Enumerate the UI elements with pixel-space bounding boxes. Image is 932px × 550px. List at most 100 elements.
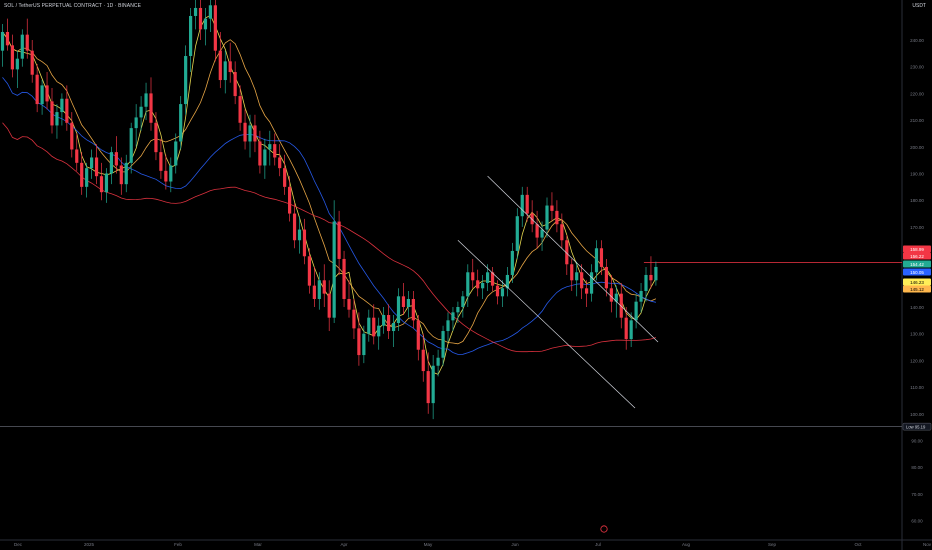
- candle-body: [45, 85, 49, 102]
- candle-body: [5, 31, 10, 46]
- candle-body: [520, 194, 524, 217]
- price-tag-label: 154.42: [910, 262, 924, 267]
- candle-body: [243, 122, 247, 142]
- price-tick-label: 220.00: [910, 91, 924, 96]
- candle-body: [233, 72, 237, 97]
- candle-body: [50, 101, 54, 126]
- candle-body: [396, 296, 401, 324]
- candle-body: [382, 315, 386, 326]
- candle-body: [15, 58, 19, 70]
- candle-body: [416, 320, 420, 350]
- candle-body: [540, 229, 544, 238]
- channel-lower-line[interactable]: [457, 239, 636, 409]
- candle-body: [248, 125, 252, 142]
- price-tick-label: 210.00: [910, 118, 924, 123]
- time-tick-label: Sep: [768, 542, 777, 547]
- candle-body: [391, 323, 396, 332]
- candle-body: [456, 307, 460, 313]
- candle-body: [446, 320, 450, 332]
- chart-title: SOL / TetherUS PERPETUAL CONTRACT · 1D ·…: [4, 3, 142, 9]
- price-tag: [903, 245, 931, 253]
- price-tick-label: 60.00: [911, 519, 923, 524]
- candle-body: [85, 168, 89, 187]
- candle-body: [278, 157, 282, 169]
- candle-body: [263, 149, 267, 166]
- candle-body: [189, 15, 193, 57]
- candle-body: [565, 240, 569, 265]
- candle-body: [223, 61, 227, 81]
- candle-body: [124, 162, 128, 185]
- candle-body: [535, 224, 539, 238]
- candle-body: [451, 312, 455, 321]
- price-tick-label: 170.00: [910, 225, 924, 230]
- candle-body: [585, 288, 589, 294]
- candle-body: [352, 309, 356, 329]
- time-tick-label: Mar: [254, 542, 262, 547]
- candle-body: [560, 224, 564, 241]
- candle-body: [619, 293, 623, 318]
- candle-body: [347, 298, 351, 310]
- price-tick-label: 120.00: [910, 358, 924, 363]
- candle-body: [495, 285, 500, 297]
- candle-body: [288, 186, 292, 214]
- price-tag: [903, 260, 931, 268]
- candle-body: [555, 210, 559, 225]
- candle-body: [634, 301, 638, 321]
- candle-body: [342, 258, 346, 299]
- price-tick-label: 180.00: [910, 198, 924, 203]
- candle-body: [644, 274, 648, 291]
- candle-body: [109, 152, 113, 174]
- candle-body: [327, 293, 331, 318]
- moving-average-line: [2, 122, 657, 353]
- low-tag-label: Low 95.19: [906, 424, 926, 429]
- candle-body: [317, 280, 321, 299]
- channel-upper-line[interactable]: [487, 175, 659, 343]
- time-tick-label: Jun: [511, 542, 519, 547]
- price-tick-label: 190.00: [910, 172, 924, 177]
- candle-body: [297, 229, 302, 241]
- price-tick-label: 140.00: [910, 305, 924, 310]
- currency-label[interactable]: USDT: [912, 3, 926, 9]
- candle-body: [515, 216, 519, 251]
- candle-body: [55, 112, 59, 126]
- price-tag: [903, 278, 931, 286]
- candle-body: [312, 285, 316, 299]
- candle-body: [570, 264, 574, 281]
- candle-body: [30, 50, 34, 75]
- time-tick-label: Oct: [854, 542, 862, 547]
- price-tick-label: 200.00: [910, 145, 924, 150]
- candle-body: [322, 280, 326, 294]
- candle-body: [411, 298, 415, 321]
- candle-body: [461, 296, 465, 307]
- price-tick-label: 230.00: [910, 65, 924, 70]
- candle-body: [144, 93, 148, 107]
- candle-body: [362, 333, 366, 356]
- candle-body: [139, 106, 143, 118]
- candle-body: [99, 176, 104, 193]
- candle-body: [169, 165, 173, 182]
- candle-body: [149, 93, 153, 123]
- candle-body: [203, 18, 208, 30]
- candle-body: [70, 122, 74, 150]
- candle-body: [218, 50, 222, 81]
- candle-body: [253, 125, 257, 142]
- candle-body: [337, 221, 341, 259]
- candle-body: [599, 248, 604, 267]
- time-tick-label: Apr: [340, 542, 348, 547]
- candle-body: [426, 371, 430, 404]
- candle-body: [80, 162, 84, 187]
- candle-body: [466, 272, 470, 297]
- candle-body: [20, 34, 24, 59]
- event-marker-icon[interactable]: [600, 525, 608, 533]
- candle-body: [530, 213, 534, 225]
- price-tick-label: 110.00: [910, 385, 924, 390]
- candle-body: [332, 221, 336, 318]
- candle-body: [90, 157, 94, 169]
- price-tick-label: 90.00: [911, 439, 923, 444]
- candle-body: [604, 266, 608, 289]
- price-tag-label: 156.22: [910, 254, 924, 259]
- candle-body: [25, 34, 29, 51]
- candle-body: [431, 365, 435, 404]
